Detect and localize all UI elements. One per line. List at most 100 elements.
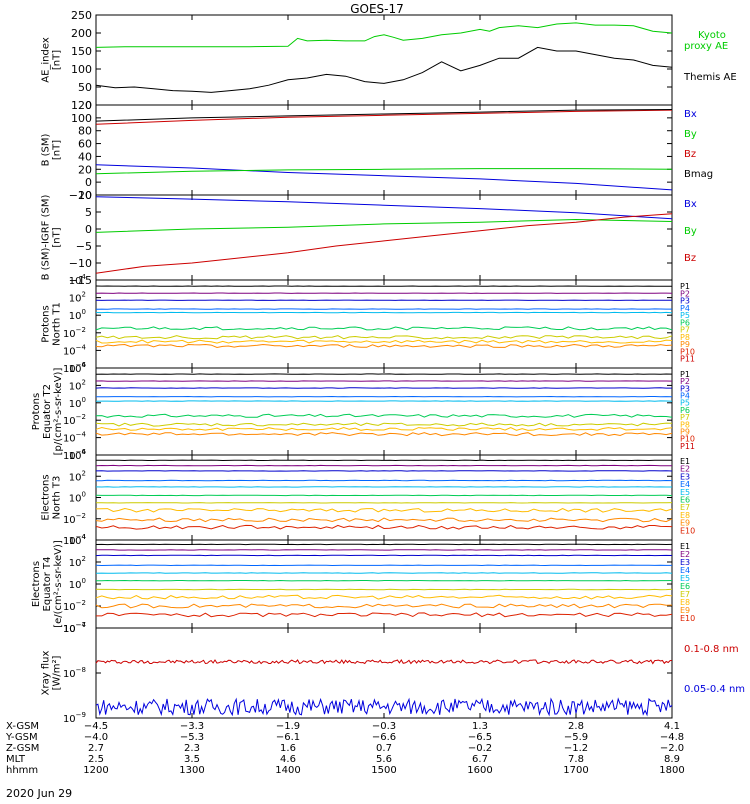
xaxis-value: 2.7: [88, 743, 104, 754]
xaxis-value: 1400: [275, 765, 300, 776]
xaxis-value: 1800: [659, 765, 684, 776]
xaxis-value: −3.3: [180, 721, 204, 732]
xaxis-value: −1.2: [564, 743, 588, 754]
xray-ytick-label: 10−9: [63, 711, 86, 725]
ae-series-themis-ae: [96, 47, 672, 92]
pn-series-p6: [96, 327, 672, 330]
db-panel-frame: [96, 195, 672, 280]
b-legend-by: By: [684, 129, 697, 140]
pn-ylabel: Protons: [41, 305, 52, 342]
b-legend-bmag: Bmag: [684, 169, 713, 180]
xray-series-short: [96, 699, 672, 715]
xaxis-value: 2.5: [88, 754, 104, 765]
pn-ytick-label: 10−2: [63, 326, 86, 340]
en-series-e8: [96, 509, 672, 513]
ee-ylabel: Equator T4: [42, 557, 53, 612]
xray-ytick-label: 10−8: [63, 666, 86, 680]
xaxis-value: −0.2: [468, 743, 492, 754]
en-ylabel: North T3: [52, 476, 63, 520]
b-ylabel: B (SM): [41, 133, 52, 166]
en-series-e10: [96, 525, 672, 529]
db-legend-bz: Bz: [684, 253, 696, 264]
xaxis-value: −0.3: [372, 721, 396, 732]
pn-legend-p11: P11: [680, 355, 695, 364]
b-series-bz: [96, 110, 672, 124]
ee-series-e8: [96, 595, 672, 599]
plot-title: GOES-17: [350, 2, 404, 16]
ae-ylabel: [nT]: [52, 50, 63, 70]
xray-legend-short: 0.05-0.4 nm: [684, 684, 745, 695]
ee-ytick-label: 102: [69, 555, 86, 569]
b-ylabel: [nT]: [52, 140, 63, 160]
xaxis-value: 3.5: [184, 754, 200, 765]
pn-series-p9: [96, 345, 672, 348]
pn-ytick-label: 102: [69, 291, 86, 305]
xaxis-value: 0.7: [376, 743, 392, 754]
b-ytick-label: 120: [71, 99, 92, 112]
en-ylabel: Electrons: [41, 474, 52, 520]
ee-series-e10: [96, 613, 672, 617]
b-legend-bx: Bx: [684, 109, 697, 120]
pe-series-p8: [96, 428, 672, 431]
db-legend-bx: Bx: [684, 199, 697, 210]
pn-series-p7: [96, 336, 672, 339]
en-legend-e10: E10: [680, 526, 695, 535]
xaxis-row-label: hhmm: [6, 765, 38, 776]
ee-ytick-label: 104: [69, 533, 87, 547]
db-ylabel: [nT]: [52, 227, 63, 247]
en-ytick-label: 104: [69, 448, 87, 462]
xaxis-value: −5.9: [564, 732, 588, 743]
db-series-bz: [96, 214, 672, 274]
ae-ytick-label: 200: [71, 27, 92, 40]
db-ytick-label: 10: [78, 189, 92, 202]
xaxis-value: 1200: [83, 765, 108, 776]
xaxis-value: −1.9: [276, 721, 300, 732]
xaxis-value: 4.6: [280, 754, 296, 765]
xray-legend-long: 0.1-0.8 nm: [684, 644, 739, 655]
xaxis-value: −4.0: [84, 732, 108, 743]
db-legend-by: By: [684, 226, 697, 237]
ae-ytick-label: 50: [78, 81, 92, 94]
xaxis-row-label: X-GSM: [6, 721, 39, 732]
b-ytick-label: 20: [78, 163, 92, 176]
xaxis-value: −5.3: [180, 732, 204, 743]
xaxis-value: −6.6: [372, 732, 396, 743]
en-panel-frame: [96, 455, 672, 540]
pn-ytick-label: 100: [69, 308, 86, 322]
pe-series-p7: [96, 423, 672, 426]
xray-ylabel: [W/m²]: [52, 655, 63, 690]
b-ytick-label: 100: [71, 112, 92, 125]
pe-series-p6: [96, 414, 672, 417]
en-series-e9: [96, 518, 672, 522]
en-ytick-label: 100: [69, 491, 86, 505]
pn-ylabel: North T1: [52, 302, 63, 346]
xaxis-value: 1500: [371, 765, 396, 776]
xaxis-value: 1.3: [472, 721, 488, 732]
db-ytick-label: −10: [69, 257, 92, 270]
pn-ytick-label: 10−4: [63, 343, 87, 357]
ae-ytick-label: 100: [71, 63, 92, 76]
xray-ytick-label: 10−7: [63, 621, 86, 635]
ee-legend-e10: E10: [680, 614, 695, 623]
xaxis-value: 2.8: [568, 721, 584, 732]
xaxis-value: 1.6: [280, 743, 296, 754]
b-legend-bz: Bz: [684, 149, 696, 160]
xaxis-value: 7.8: [568, 754, 584, 765]
ae-ytick-label: 150: [71, 45, 92, 58]
xaxis-value: −6.5: [468, 732, 492, 743]
ae-panel-frame: [96, 15, 672, 105]
pe-series-p9: [96, 433, 672, 436]
pe-ytick-label: 10−2: [63, 413, 86, 427]
ae-ylabel: AE_index: [41, 37, 52, 83]
xaxis-row-label: MLT: [6, 754, 26, 765]
ee-ytick-label: 100: [69, 577, 86, 591]
db-ytick-label: 5: [85, 206, 92, 219]
xaxis-value: −6.1: [276, 732, 300, 743]
xaxis-value: −4.8: [660, 732, 684, 743]
xray-ylabel: Xray flux: [41, 651, 52, 696]
pe-legend-p11: P11: [680, 442, 695, 451]
ae-legend-kyoto-proxy-ae: proxy AE: [684, 41, 728, 52]
b-ytick-label: 40: [78, 150, 92, 163]
